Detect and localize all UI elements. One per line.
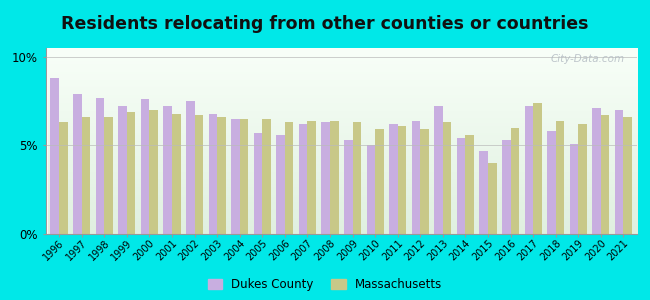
Bar [488, 163, 497, 234]
Bar [127, 112, 135, 234]
Bar [118, 106, 127, 234]
Bar [601, 115, 610, 234]
Bar [254, 133, 262, 234]
Bar [533, 103, 541, 234]
Bar [434, 106, 443, 234]
Bar [163, 106, 172, 234]
Bar [104, 117, 113, 234]
Bar [59, 122, 68, 234]
Bar [443, 122, 451, 234]
Bar [569, 144, 578, 234]
Bar [262, 119, 271, 234]
Text: Residents relocating from other counties or countries: Residents relocating from other counties… [61, 15, 589, 33]
Text: City-Data.com: City-Data.com [551, 54, 625, 64]
Bar [82, 117, 90, 234]
Bar [344, 140, 352, 234]
Bar [321, 122, 330, 234]
Bar [367, 146, 375, 234]
Bar [398, 126, 406, 234]
Bar [285, 122, 293, 234]
Bar [465, 135, 474, 234]
Bar [502, 140, 510, 234]
Bar [299, 124, 307, 234]
Bar [217, 117, 226, 234]
Bar [457, 138, 465, 234]
Bar [480, 151, 488, 234]
Bar [276, 135, 285, 234]
Bar [411, 121, 421, 234]
Bar [510, 128, 519, 234]
Bar [307, 121, 316, 234]
Bar [172, 113, 181, 234]
Bar [556, 121, 564, 234]
Bar [421, 130, 429, 234]
Legend: Dukes County, Massachusetts: Dukes County, Massachusetts [208, 278, 442, 291]
Bar [51, 78, 59, 234]
Bar [525, 106, 533, 234]
Bar [231, 119, 240, 234]
Bar [96, 98, 104, 234]
Bar [615, 110, 623, 234]
Bar [389, 124, 398, 234]
Bar [186, 101, 194, 234]
Bar [352, 122, 361, 234]
Bar [150, 110, 158, 234]
Bar [209, 113, 217, 234]
Bar [592, 108, 601, 234]
Bar [240, 119, 248, 234]
Bar [375, 130, 383, 234]
Bar [623, 117, 632, 234]
Bar [73, 94, 82, 234]
Bar [578, 124, 587, 234]
Bar [194, 115, 203, 234]
Bar [330, 121, 339, 234]
Bar [141, 99, 150, 234]
Bar [547, 131, 556, 234]
